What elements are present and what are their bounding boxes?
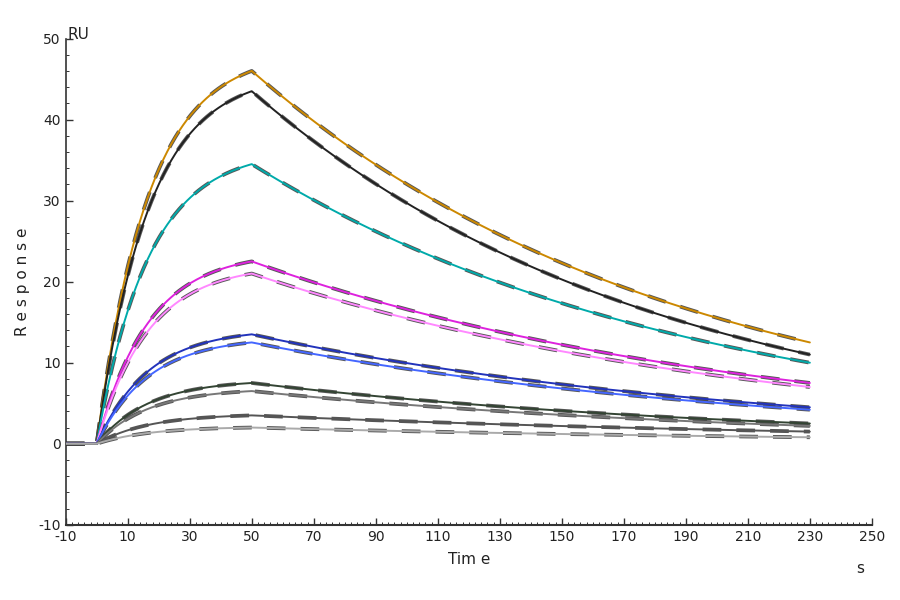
Text: s: s	[856, 561, 864, 576]
X-axis label: Tim e: Tim e	[447, 552, 490, 567]
Y-axis label: R e s p o n s e: R e s p o n s e	[15, 227, 30, 336]
Text: RU: RU	[68, 27, 89, 42]
